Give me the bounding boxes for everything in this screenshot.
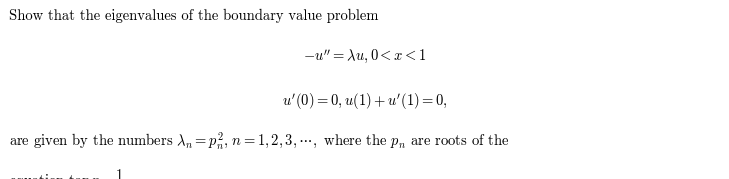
Text: equation $\tan p = \dfrac{1}{p}$: equation $\tan p = \dfrac{1}{p}$ <box>9 167 125 179</box>
Text: $u'(0) = 0, u(1) + u'(1) = 0,$: $u'(0) = 0, u(1) + u'(1) = 0,$ <box>281 91 448 111</box>
Text: are given by the numbers $\lambda_n = p_n^2,\, n = 1, 2, 3, \cdots,$ where the $: are given by the numbers $\lambda_n = p_… <box>9 131 509 152</box>
Text: $-u'' = \lambda u, 0 < x < 1$: $-u'' = \lambda u, 0 < x < 1$ <box>303 48 426 66</box>
Text: Show that the eigenvalues of the boundary value problem: Show that the eigenvalues of the boundar… <box>9 9 378 23</box>
